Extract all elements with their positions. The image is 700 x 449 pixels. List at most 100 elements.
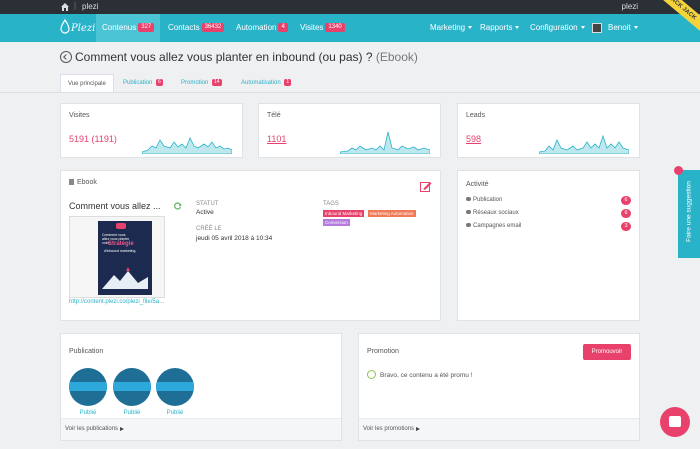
statut-label: STATUT (196, 201, 219, 207)
stat-card-leads: Leads 598 (457, 103, 640, 158)
tab-publication[interactable]: Publication 6 (116, 74, 170, 92)
sparkline-tele (340, 131, 430, 154)
cover-title-subline: d'inbound marketing (104, 249, 136, 253)
publication-footer-link[interactable]: Voir les publications (61, 418, 341, 440)
nav-menu-marketing[interactable]: Marketing (424, 14, 478, 42)
cover-line: votre (102, 241, 110, 245)
thumbnail-stripe (69, 382, 107, 391)
activity-row-social[interactable]: Réseaux sociaux (466, 210, 519, 216)
user-name: Benoit (608, 23, 631, 32)
edit-icon[interactable] (420, 181, 432, 192)
nav-label: Contenus (102, 23, 137, 32)
nav-count-badge: 327 (138, 23, 155, 33)
nav-menu-rapports[interactable]: Rapports (474, 14, 525, 42)
site-name[interactable]: plezi (82, 2, 99, 11)
publication-thumbnail[interactable] (113, 368, 151, 406)
stat-label: Télé (267, 112, 281, 119)
sparkline-leads (539, 134, 629, 154)
nav-label: Visites (300, 23, 324, 32)
nav-menu-configuration[interactable]: Configuration (524, 14, 591, 42)
created-value: jeudi 05 avril 2018 à 10:34 (196, 235, 273, 242)
refresh-icon[interactable] (174, 202, 182, 210)
publication-status[interactable]: Publié (123, 410, 141, 416)
ebook-card: Ebook Comment vous allez ... Comment vou… (60, 170, 441, 321)
publication-thumbnail[interactable] (69, 368, 107, 406)
envelope-icon (466, 223, 471, 227)
ebook-cover-image[interactable]: Comment vous allez vous planter votre Stra… (69, 216, 165, 298)
user-menu[interactable]: Benoit (602, 14, 644, 42)
thumbnail-stripe (113, 382, 151, 391)
activity-label: Publication (473, 197, 503, 203)
plezi-logo[interactable]: Plezi (60, 18, 95, 38)
chevron-down-icon (580, 26, 585, 30)
ebook-header-label: Ebook (77, 179, 97, 186)
suggestion-tab[interactable]: Faire une suggestion (674, 166, 700, 258)
tab-vue-principale[interactable]: Vue principale (60, 74, 114, 92)
activity-count-badge: 6 (621, 196, 631, 205)
cover-badge (116, 223, 126, 229)
nav-menu-label: Marketing (430, 23, 466, 32)
chat-launcher-button[interactable] (660, 407, 690, 437)
tag-conversion[interactable]: Conversion (323, 219, 350, 226)
main-nav: Plezi Contenus 327 Contacts 36432 Automati… (0, 14, 700, 42)
logo-drop-icon (60, 19, 70, 34)
activity-row-email[interactable]: Campagnes email (466, 223, 521, 229)
suggestion-label: Faire une suggestion (685, 181, 693, 242)
tags-label: TAGS (323, 201, 339, 207)
publication-card: Publication Publié Publié Publié Voir le… (60, 333, 342, 441)
tab-count-badge: 14 (212, 78, 222, 86)
back-arrow-icon[interactable] (60, 51, 72, 63)
tabs-divider (0, 92, 700, 93)
activity-count-badge: 6 (621, 209, 631, 218)
statut-value: Active (196, 209, 214, 216)
tab-promotion[interactable]: Promotion 14 (174, 74, 229, 92)
promotion-message-text: Bravo, ce contenu a été promu ! (380, 372, 473, 379)
chevron-down-icon (468, 26, 473, 30)
arrow-right-icon (416, 427, 421, 431)
ebook-header: Ebook (69, 179, 97, 186)
ebook-name: Comment vous allez ... (69, 201, 161, 211)
home-icon[interactable] (60, 2, 70, 12)
cover-title-line: Comment vous allez vous planter votre (102, 233, 129, 245)
activity-row-publication[interactable]: Publication (466, 197, 502, 203)
publication-status[interactable]: Publié (79, 410, 97, 416)
nav-item-visites[interactable]: Visites 1340 (294, 14, 351, 42)
activity-count-badge: 3 (621, 222, 631, 231)
page-title: Comment vous allez vous planter en inbou… (75, 50, 418, 64)
stat-value-link[interactable]: 1101 (267, 134, 287, 144)
notification-dot (674, 166, 683, 175)
thumbnail-stripe (156, 382, 194, 391)
footer-link-label: Voir les publications (65, 426, 119, 432)
tab-count-badge: 6 (156, 78, 163, 86)
tab-label: Vue principale (68, 81, 106, 87)
nav-label: Contacts (168, 23, 200, 32)
sparkline-visites (142, 137, 232, 154)
promouvoir-button[interactable]: Promouvoir (583, 344, 631, 360)
tag-marketing-automation[interactable]: Marketing Automation (368, 210, 416, 217)
publication-thumbnail[interactable] (156, 368, 194, 406)
account-site-name[interactable]: plezi (621, 2, 638, 11)
chevron-down-icon (515, 26, 520, 30)
nav-menu-label: Rapports (480, 23, 513, 32)
activity-label: Campagnes email (473, 223, 522, 229)
nav-count-badge: 4 (278, 23, 288, 33)
created-label: CRÉÉ LE (196, 226, 222, 232)
stat-value-link[interactable]: 598 (466, 134, 482, 144)
tab-label: Automatisation (241, 80, 281, 86)
nav-item-contacts[interactable]: Contacts 36432 (162, 14, 230, 42)
tab-automatisation[interactable]: Automatisation 1 (234, 74, 298, 92)
footer-link-label: Voir les promotions (363, 426, 415, 432)
cloud-icon (466, 197, 471, 201)
logo-text: Plezi (71, 23, 96, 34)
promotion-footer-link[interactable]: Voir les promotions (359, 418, 639, 440)
publication-header: Publication (69, 348, 104, 355)
publication-status[interactable]: Publié (166, 410, 184, 416)
ebook-url-link[interactable]: http://content.plezi.co/plezi_file/5a... (69, 299, 165, 305)
tag-inbound-marketing[interactable]: Inbound Marketing (323, 210, 365, 217)
nav-item-automation[interactable]: Automation 4 (230, 14, 294, 42)
chat-icon (669, 416, 681, 427)
tab-count-badge: 1 (284, 78, 292, 86)
avatar[interactable] (592, 23, 602, 33)
nav-item-contenus[interactable]: Contenus 327 (96, 14, 161, 42)
activity-label: Réseaux sociaux (473, 210, 519, 216)
